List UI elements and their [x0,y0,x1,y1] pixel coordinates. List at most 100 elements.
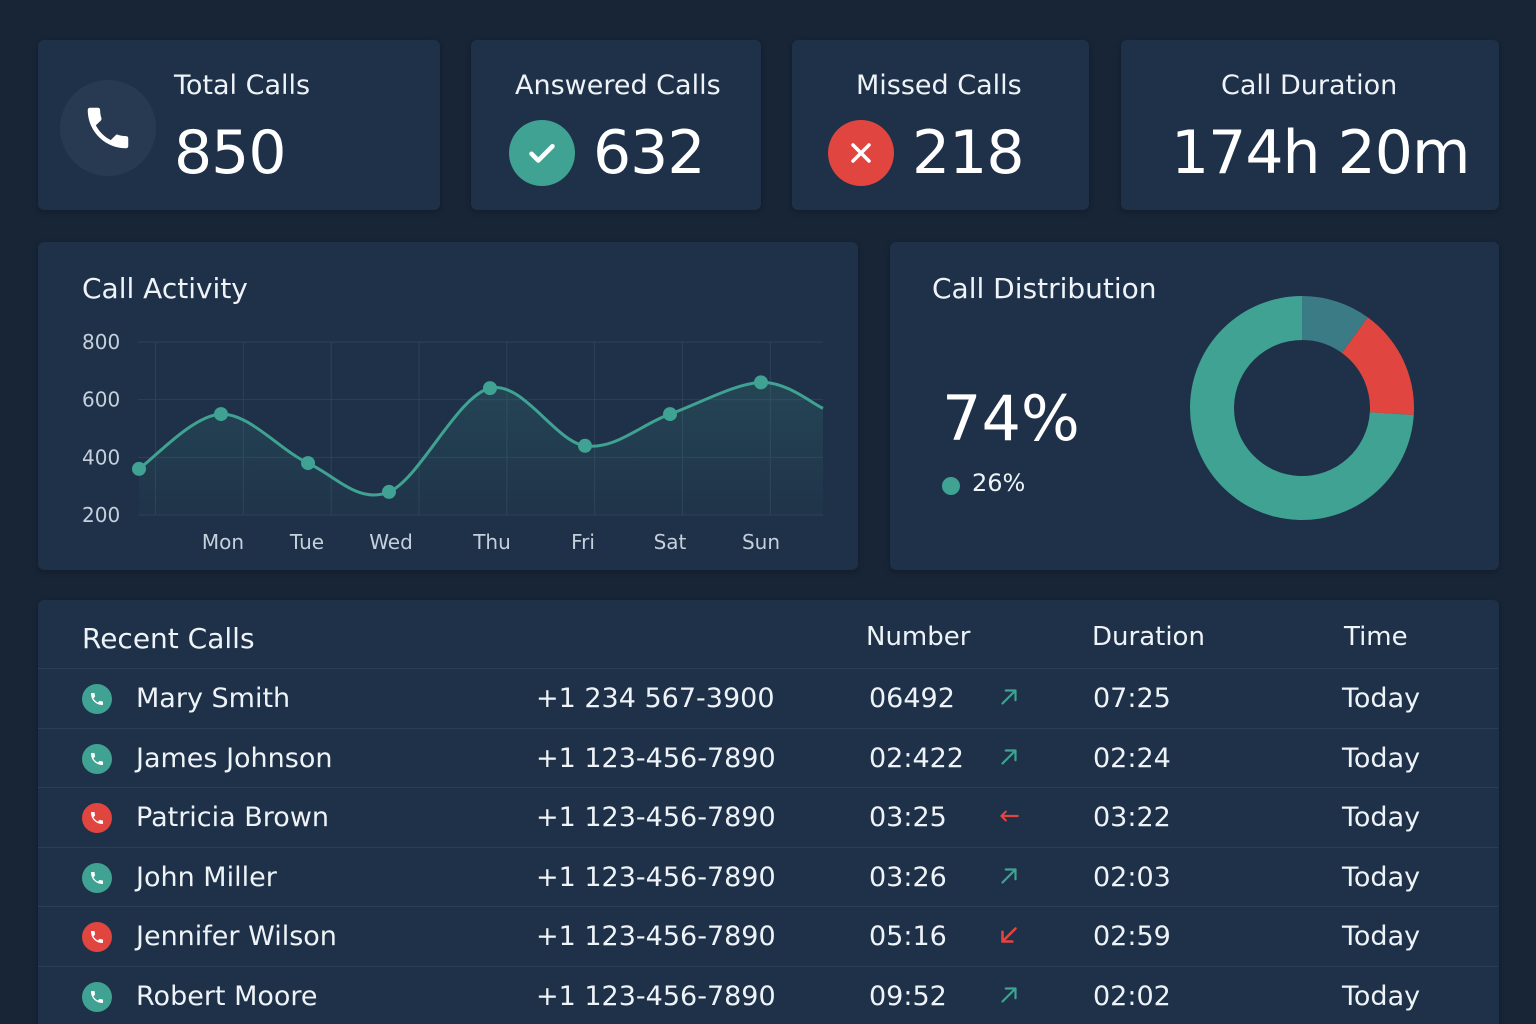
caller-name: Patricia Brown [136,802,330,833]
call-number: 03:26 [869,861,947,893]
activity-area [139,382,823,515]
answered-percent: 74% [942,382,1080,455]
call-number: 03:25 [869,802,947,833]
call-duration-label: Call Duration [1221,70,1398,101]
phone-icon [82,862,112,893]
data-point [132,461,146,476]
total-calls-value: 850 [174,118,287,188]
call-time: Today [1342,742,1421,774]
caller-phone: +1 123-456-7890 [536,980,776,1012]
header-duration: Duration [1092,622,1205,652]
caller-phone: +1 123-456-7890 [536,742,776,774]
answered-calls-card: Answered Calls 632 [471,40,761,210]
call-time: Today [1342,921,1421,952]
x-tick-label: Sun [742,530,780,554]
x-tick-label: Fri [571,530,595,554]
data-point [578,438,592,453]
arrow-left-icon [996,803,1022,829]
total-calls-label: Total Calls [174,70,311,101]
call-distribution-panel: Call Distribution 74% 26% [890,242,1499,570]
call-duration: 02:59 [1093,921,1171,952]
y-tick-label: 800 [82,330,120,354]
arrow-up-right-icon [996,863,1022,889]
y-tick-label: 600 [82,388,120,412]
call-time: Today [1342,802,1421,833]
x-tick-label: Thu [472,530,511,554]
call-duration: 02:02 [1093,980,1171,1012]
phone-icon [82,803,112,833]
call-number: 09:52 [869,980,947,1012]
activity-line [138,380,824,497]
table-row[interactable]: Mary Smith +1 234 567-3900 06492 07:25 Today [38,668,1498,727]
call-activity-chart: 800 600 400 200 Mon Tue Wed Thu Fri Sat Sun [82,330,824,554]
caller-phone: +1 123-456-7890 [536,802,776,833]
x-tick-label: Tue [289,530,324,554]
arrow-up-right-icon [996,744,1022,770]
call-duration-value: 174h 20m [1171,118,1470,188]
answered-calls-value: 632 [593,118,706,188]
data-point [214,407,228,422]
y-tick-label: 400 [82,445,120,469]
recent-calls-panel: Recent Calls Number Duration Time Mary S… [38,600,1499,1024]
missed-calls-card: Missed Calls 218 [792,40,1089,210]
header-time: Time [1344,622,1408,652]
call-time: Today [1342,980,1421,1012]
table-row[interactable]: James Johnson +1 123-456-7890 02:422 02:24 T… [38,727,1498,787]
arrow-down-left-icon [996,922,1022,948]
phone-icon [60,80,156,176]
call-time: Today [1342,861,1421,893]
x-tick-label: Mon [202,530,244,554]
x-tick-label: Sat [654,530,687,554]
x-tick-label: Wed [369,530,413,554]
donut-slice-missed [1341,317,1414,416]
data-point [483,381,497,396]
legend-dot [942,477,960,495]
phone-icon [82,743,112,774]
call-activity-title: Call Activity [82,272,248,305]
caller-phone: +1 123-456-7890 [536,861,776,893]
recent-calls-title: Recent Calls [82,622,255,655]
secondary-percent: 26% [972,469,1026,497]
data-point [754,375,768,390]
data-point [301,456,315,471]
call-number: 05:16 [869,921,947,952]
answered-calls-label: Answered Calls [515,70,721,101]
call-distribution-title: Call Distribution [932,272,1157,305]
call-activity-panel: Call Activity 800 600 400 200 Mon Tue Wed Thu Fr… [38,242,858,570]
check-icon [509,120,575,186]
call-duration: 02:03 [1093,861,1171,893]
call-duration-card: Call Duration 174h 20m [1121,40,1499,210]
call-number: 02:422 [869,742,964,774]
caller-name: John Miller [136,861,277,893]
arrow-up-right-icon [996,982,1022,1008]
call-duration: 02:24 [1093,742,1171,774]
caller-phone: +1 123-456-7890 [536,921,776,952]
table-row[interactable]: Robert Moore +1 123-456-7890 09:52 02:02 Tod… [38,965,1498,1024]
table-row[interactable]: Patricia Brown +1 123-456-7890 03:25 03:22 T… [38,787,1498,846]
caller-name: James Johnson [136,742,333,774]
missed-calls-value: 218 [912,118,1025,188]
table-row[interactable]: Jennifer Wilson +1 123-456-7890 05:16 02:59… [38,906,1498,965]
call-duration: 03:22 [1093,802,1171,833]
distribution-donut [1190,296,1414,520]
header-number: Number [866,622,971,652]
call-duration: 07:25 [1093,683,1171,714]
call-time: Today [1342,683,1421,714]
data-point [663,407,677,422]
data-point [382,484,396,499]
caller-name: Robert Moore [136,980,318,1012]
donut-slice-answered [1190,296,1414,520]
y-tick-label: 200 [82,503,120,527]
arrow-up-right-icon [996,684,1022,710]
donut-slice-other [1302,296,1368,353]
call-number: 06492 [869,683,955,714]
caller-name: Jennifer Wilson [136,921,337,952]
phone-icon [82,922,112,952]
phone-icon [82,684,112,714]
caller-phone: +1 234 567-3900 [536,683,775,714]
phone-icon [82,981,112,1012]
close-icon [828,120,894,186]
total-calls-card: Total Calls 850 [38,40,440,210]
caller-name: Mary Smith [136,683,291,714]
table-row[interactable]: John Miller +1 123-456-7890 03:26 02:03 Toda… [38,846,1498,906]
